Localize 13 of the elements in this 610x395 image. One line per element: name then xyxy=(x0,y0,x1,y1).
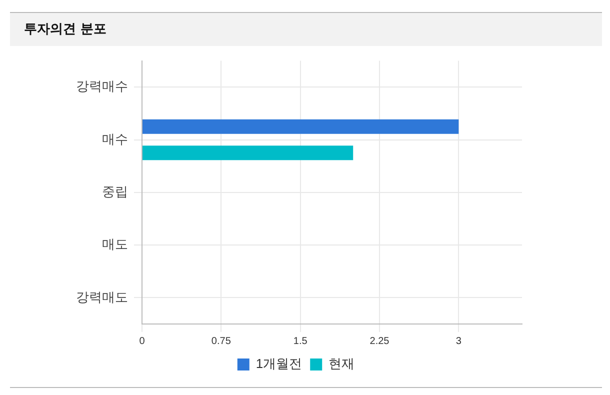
x-tick-label: 1.5 xyxy=(293,336,308,347)
chart-title: 투자의견 분포 xyxy=(10,13,602,46)
legend-label: 현재 xyxy=(328,356,355,372)
y-tick-label: 매도 xyxy=(102,236,128,252)
legend-label: 1개월전 xyxy=(256,356,302,372)
y-tick-label: 강력매수 xyxy=(76,78,128,94)
x-tick-label: 2.25 xyxy=(370,336,390,347)
x-tick-label: 0 xyxy=(139,336,146,347)
y-tick-label: 매수 xyxy=(102,131,128,146)
x-tick-label: 3 xyxy=(456,336,462,347)
y-tick-label: 강력매도 xyxy=(76,289,128,304)
x-tick-label: 0.75 xyxy=(211,336,232,347)
y-tick-label: 중립 xyxy=(102,184,128,199)
